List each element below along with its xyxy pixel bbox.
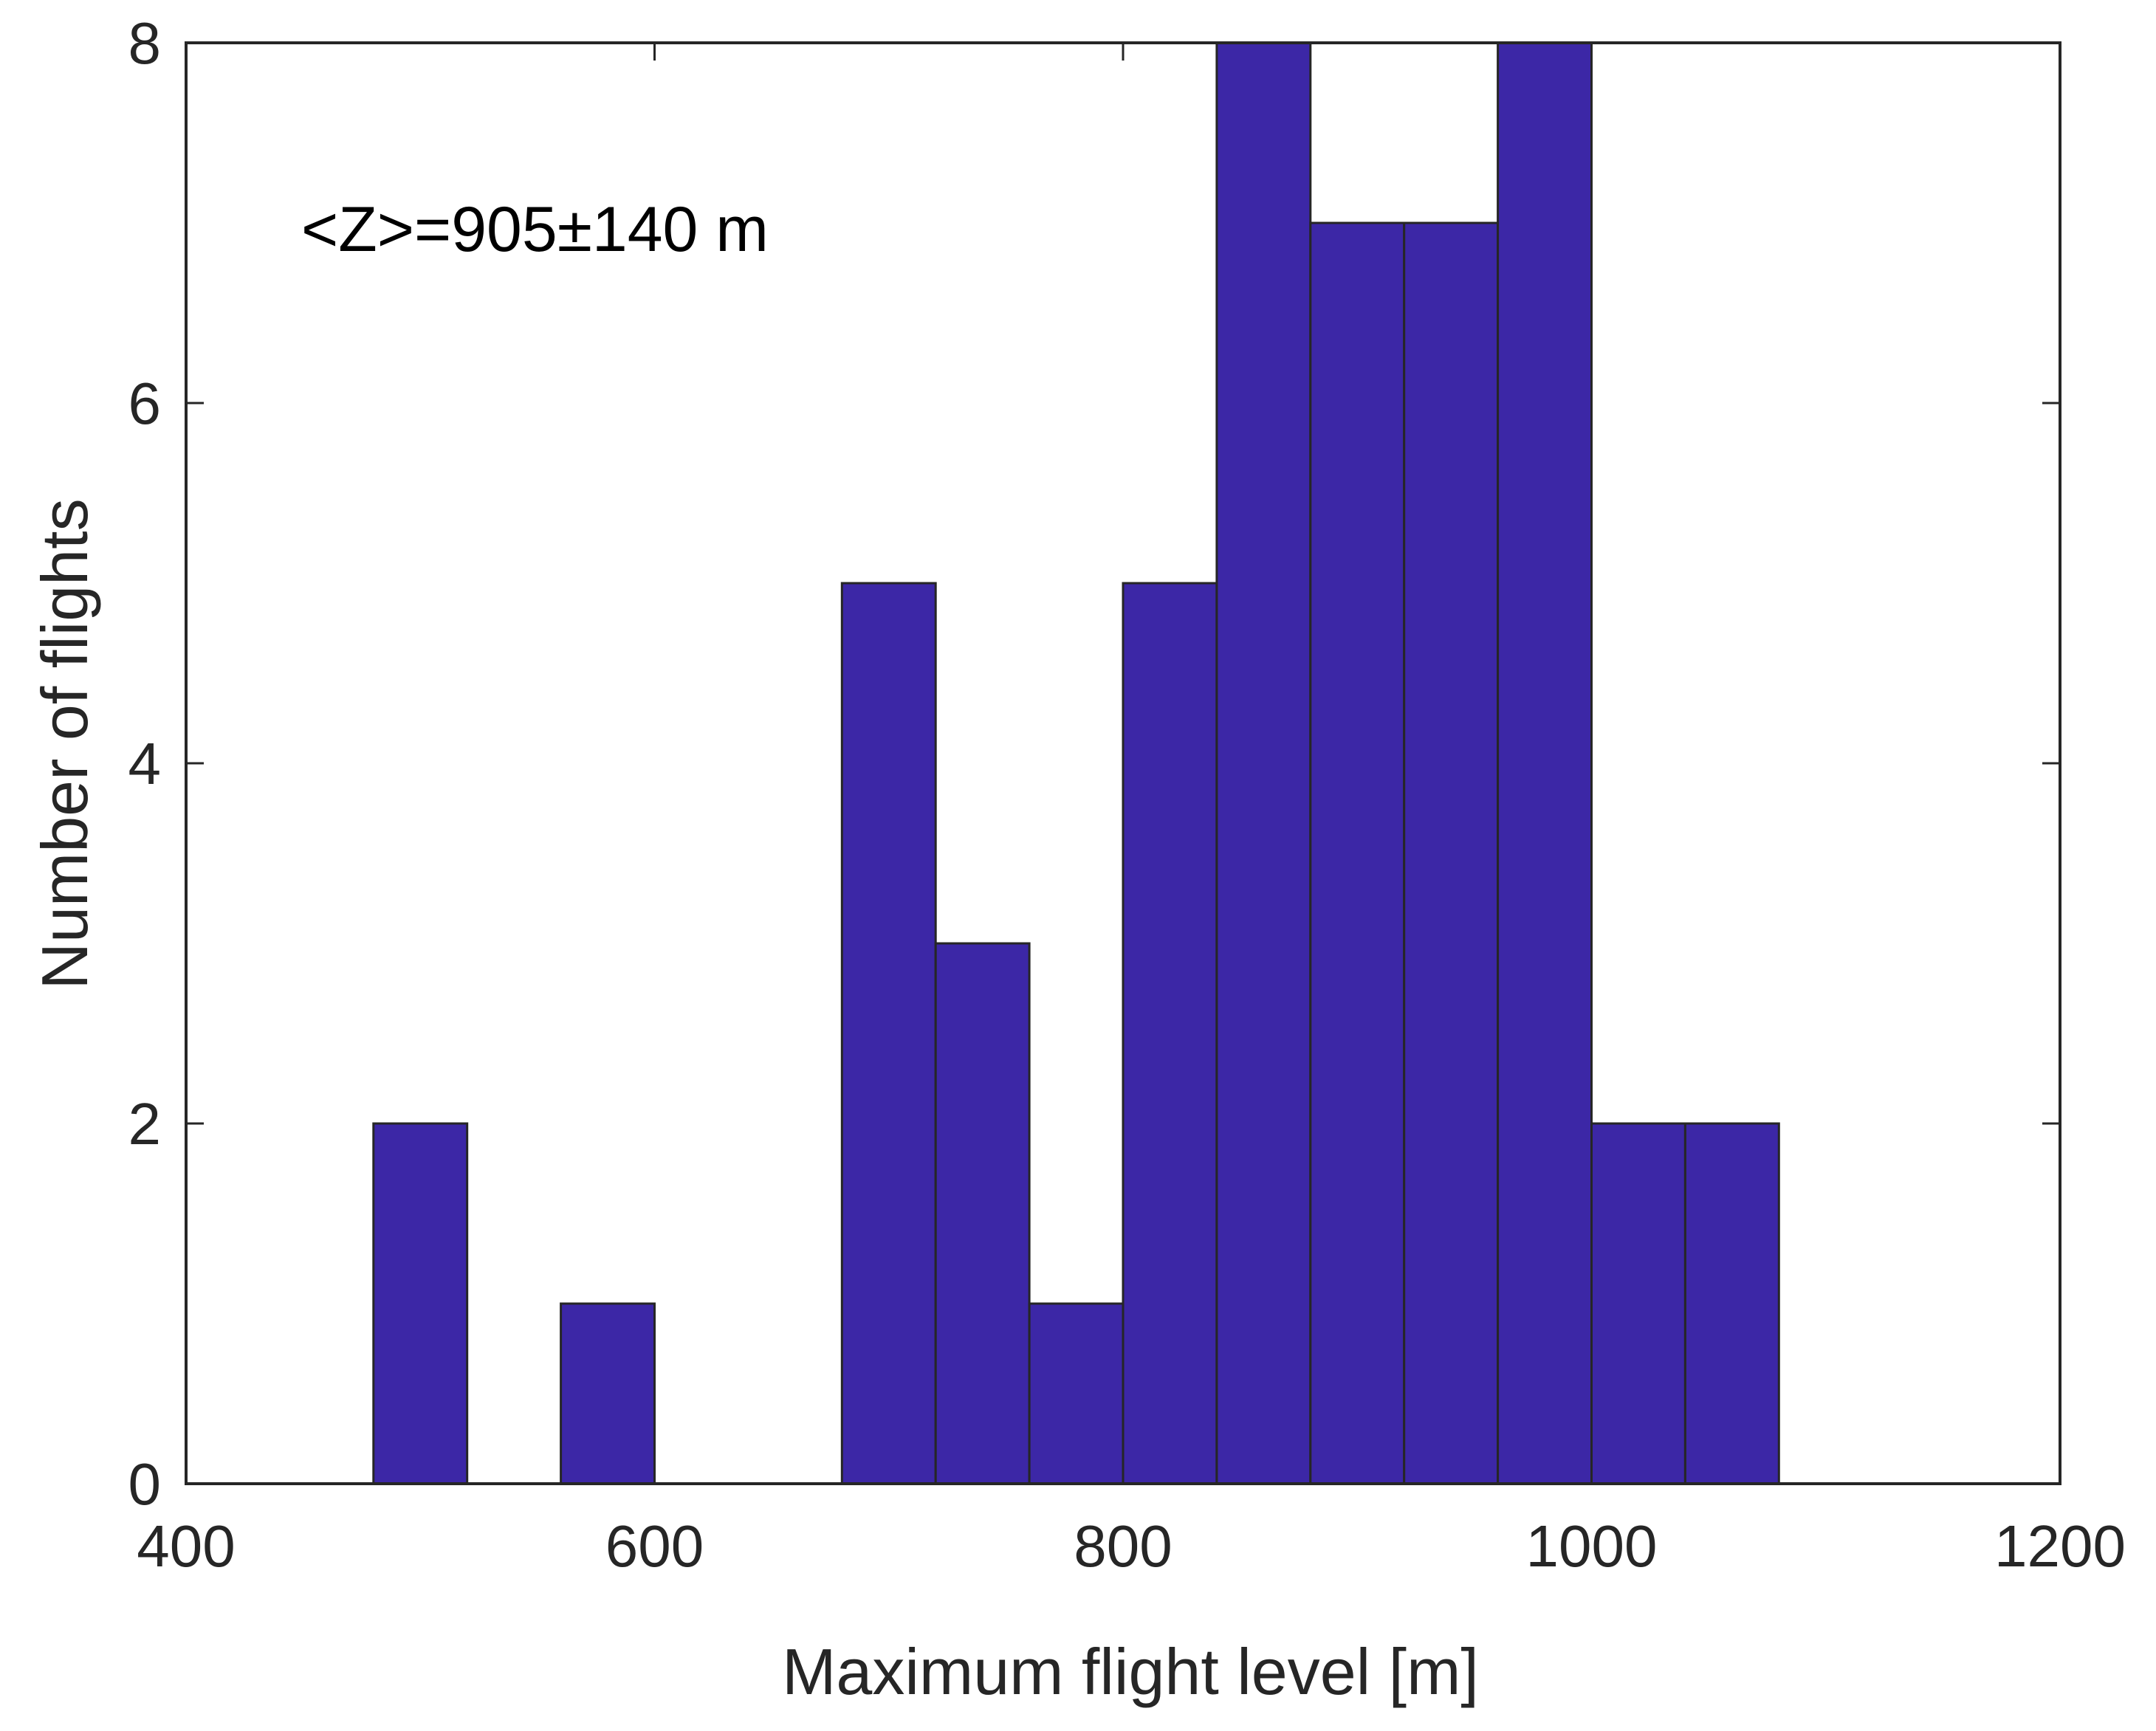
histogram-bar [1028,1302,1125,1485]
y-ticks-group: 0 2 4 6 8 [128,10,2060,1517]
x-ticks-group: 400 600 800 1000 1200 [137,43,2126,1579]
x-tick-label: 400 [137,1513,235,1579]
y-axis-label: Number of flights [28,498,101,989]
y-tick-label: 8 [128,10,162,76]
histogram-bar [1309,221,1406,1485]
y-tick-label: 2 [128,1091,162,1157]
histogram-bar [1215,41,1312,1485]
y-tick-label: 0 [128,1451,162,1517]
axes-box [185,41,2061,1485]
histogram-bar [934,942,1031,1485]
bars-group [372,41,1780,1485]
histogram-bar [1403,221,1500,1485]
y-tick-label: 4 [128,731,162,796]
histogram-bar [840,582,937,1485]
histogram-bar [1497,41,1593,1485]
x-tick-label: 1200 [1994,1513,2126,1579]
histogram-bar [1122,582,1218,1485]
x-axis-label: Maximum flight level [m] [782,1635,1479,1708]
histogram-bar [1683,1122,1780,1485]
histogram-bar [372,1122,469,1485]
x-tick-label: 800 [1074,1513,1172,1579]
x-tick-label: 1000 [1526,1513,1658,1579]
x-tick-label: 600 [605,1513,704,1579]
histogram-bar [560,1302,656,1485]
mean-annotation: <Z>=905±140 m [301,194,769,265]
y-tick-label: 6 [128,371,162,436]
histogram-bar [1590,1122,1686,1485]
